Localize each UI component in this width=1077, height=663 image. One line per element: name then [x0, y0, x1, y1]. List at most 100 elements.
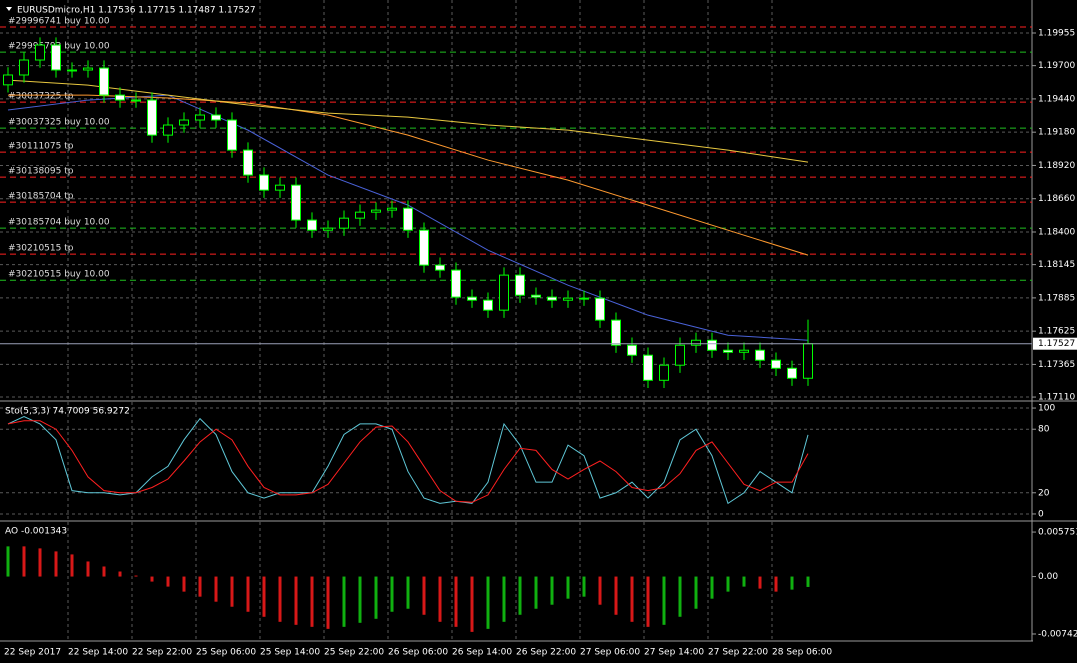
- ao-bar: [566, 576, 570, 599]
- candle-body: [307, 219, 317, 231]
- y-tick-label: 80: [1038, 425, 1050, 435]
- order-label: #30210515 buy 10.00: [8, 270, 110, 280]
- candle-body: [531, 294, 541, 298]
- ao-bar: [742, 576, 746, 587]
- ao-bar: [438, 576, 442, 622]
- y-tick-label: 0: [1038, 509, 1044, 519]
- ao-bar: [454, 576, 458, 627]
- stochastic-title: Sto(5,3,3) 74.7009 56.9272: [5, 407, 130, 417]
- y-tick-label: 20: [1038, 488, 1050, 498]
- candle-body: [467, 296, 477, 301]
- candle-body: [371, 209, 381, 213]
- candle-body: [259, 174, 269, 191]
- ao-title: AO -0.001343: [5, 527, 67, 537]
- candle-body: [211, 114, 221, 121]
- y-tick-label: 0.005751: [1038, 528, 1077, 538]
- candle-body: [163, 124, 173, 136]
- time-label: 25 Sep 06:00: [196, 648, 256, 658]
- ao-bar: [710, 576, 714, 599]
- y-tick-label: 1.17365: [1038, 360, 1075, 370]
- ao-bar: [118, 571, 122, 577]
- candle-body: [355, 211, 365, 219]
- y-tick-label: 1.18920: [1038, 161, 1075, 171]
- ao-bar: [54, 551, 58, 577]
- candle-body: [579, 297, 589, 300]
- ao-bar: [630, 576, 634, 622]
- ao-bar: [198, 576, 202, 597]
- ao-bar: [150, 576, 154, 582]
- ao-bar: [422, 576, 426, 615]
- candle-body: [35, 44, 45, 61]
- candle-body: [99, 67, 109, 96]
- candle-body: [499, 274, 509, 311]
- candle-body: [115, 94, 125, 101]
- candle-body: [755, 349, 765, 361]
- order-label: #30037325 tp: [8, 92, 74, 102]
- ao-bar: [662, 576, 666, 625]
- ao-bar: [374, 576, 378, 619]
- ao-bar: [86, 561, 90, 577]
- y-tick-label: 1.19955: [1038, 29, 1075, 39]
- candle-body: [403, 207, 413, 231]
- candle-body: [419, 229, 429, 266]
- y-tick-label: 1.18145: [1038, 260, 1075, 270]
- candle-body: [451, 269, 461, 298]
- candle-body: [339, 217, 349, 229]
- candle-body: [723, 349, 733, 353]
- time-label: 27 Sep 06:00: [580, 648, 640, 658]
- ao-bar: [790, 576, 794, 590]
- candle-body: [195, 114, 205, 121]
- candle-body: [563, 297, 573, 301]
- ao-bar: [694, 576, 698, 609]
- time-label: 26 Sep 06:00: [388, 648, 448, 658]
- time-label: 22 Sep 22:00: [132, 648, 192, 658]
- ao-bar: [726, 576, 730, 592]
- ao-bar: [22, 546, 26, 577]
- y-tick-label: 1.19700: [1038, 61, 1075, 71]
- ao-bar: [214, 576, 218, 602]
- ao-bar: [582, 576, 586, 597]
- time-label: 27 Sep 14:00: [644, 648, 704, 658]
- ao-bar: [550, 576, 554, 605]
- candle-body: [147, 99, 157, 136]
- candle-body: [179, 119, 189, 126]
- candle-body: [435, 264, 445, 271]
- time-label: 27 Sep 22:00: [708, 648, 768, 658]
- ao-bar: [534, 576, 538, 609]
- ao-bar: [806, 576, 810, 587]
- candle-body: [131, 99, 141, 102]
- bid-label-box: [1033, 337, 1077, 350]
- ao-bar: [166, 576, 170, 587]
- candle-body: [787, 367, 797, 379]
- candle-body: [323, 227, 333, 231]
- candle-body: [675, 344, 685, 366]
- y-tick-label: 1.17110: [1038, 393, 1075, 403]
- ao-bar: [262, 576, 266, 617]
- candle-body: [707, 339, 717, 351]
- ao-bar: [102, 566, 106, 577]
- candle-body: [611, 319, 621, 346]
- ao-bar: [390, 576, 394, 612]
- menu-arrow[interactable]: [6, 7, 12, 11]
- time-label: 26 Sep 22:00: [516, 648, 576, 658]
- ao-bar: [134, 575, 138, 577]
- candle-body: [547, 296, 557, 301]
- candle-body: [67, 69, 77, 72]
- ao-bar: [598, 576, 602, 605]
- y-tick-label: 100: [1038, 404, 1055, 414]
- candle-body: [643, 354, 653, 381]
- time-label: 25 Sep 14:00: [260, 648, 320, 658]
- ao-bar: [774, 576, 778, 592]
- ao-bar: [358, 576, 362, 623]
- order-label: #30111075 tp: [8, 142, 74, 152]
- time-label: 26 Sep 14:00: [452, 648, 512, 658]
- moving-average: [8, 94, 809, 256]
- y-tick-label: 1.17625: [1038, 327, 1075, 337]
- moving-average: [7, 79, 809, 163]
- ao-bar: [294, 576, 298, 625]
- ao-bar: [486, 576, 490, 629]
- candle-body: [19, 59, 29, 76]
- candle-body: [627, 344, 637, 356]
- candle-body: [275, 184, 285, 191]
- order-label: #30138095 tp: [8, 167, 74, 177]
